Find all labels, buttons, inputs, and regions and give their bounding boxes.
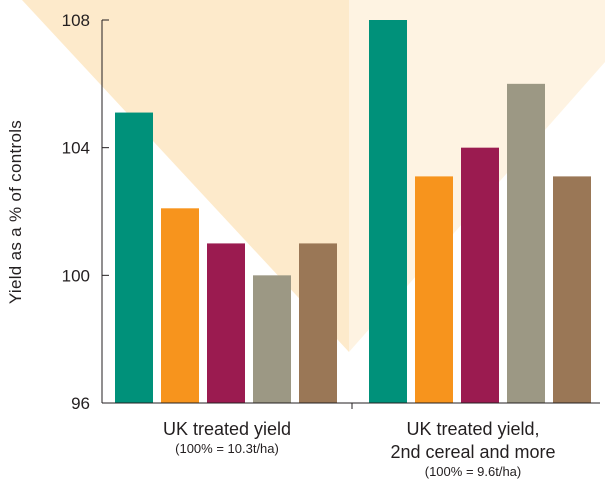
y-axis-label: Yield as a % of controls: [6, 120, 25, 304]
category-label: UK treated yield,: [406, 419, 539, 439]
bar-group2-series3: [461, 147, 499, 403]
y-tick-label: 100: [62, 266, 90, 285]
y-tick-label: 104: [62, 139, 90, 158]
category-sublabel: (100% = 10.3t/ha): [175, 441, 279, 456]
category-sublabel: (100% = 9.6t/ha): [425, 464, 521, 479]
bar-group1-series3: [207, 243, 245, 403]
bar-group2-series2: [415, 176, 453, 403]
category-label: 2nd cereal and more: [390, 442, 555, 462]
x-axis: [102, 402, 600, 409]
bar-group1-series2: [161, 208, 199, 403]
bar-group1-series1: [115, 112, 153, 403]
bar-group1-series4: [253, 275, 291, 403]
bar-group1-series5: [299, 243, 337, 403]
y-tick-label: 96: [71, 394, 90, 413]
bar-group2-series1: [369, 20, 407, 403]
bar-group2-series5: [553, 176, 591, 403]
category-label: UK treated yield: [163, 419, 291, 439]
bars: [115, 20, 591, 403]
bar-group2-series4: [507, 83, 545, 403]
y-axis-ticks: 96 100 104 108: [62, 11, 109, 413]
background-shape-left: [22, 0, 349, 352]
y-tick-label: 108: [62, 11, 90, 30]
category-labels: UK treated yield (100% = 10.3t/ha) UK trea…: [163, 419, 556, 479]
